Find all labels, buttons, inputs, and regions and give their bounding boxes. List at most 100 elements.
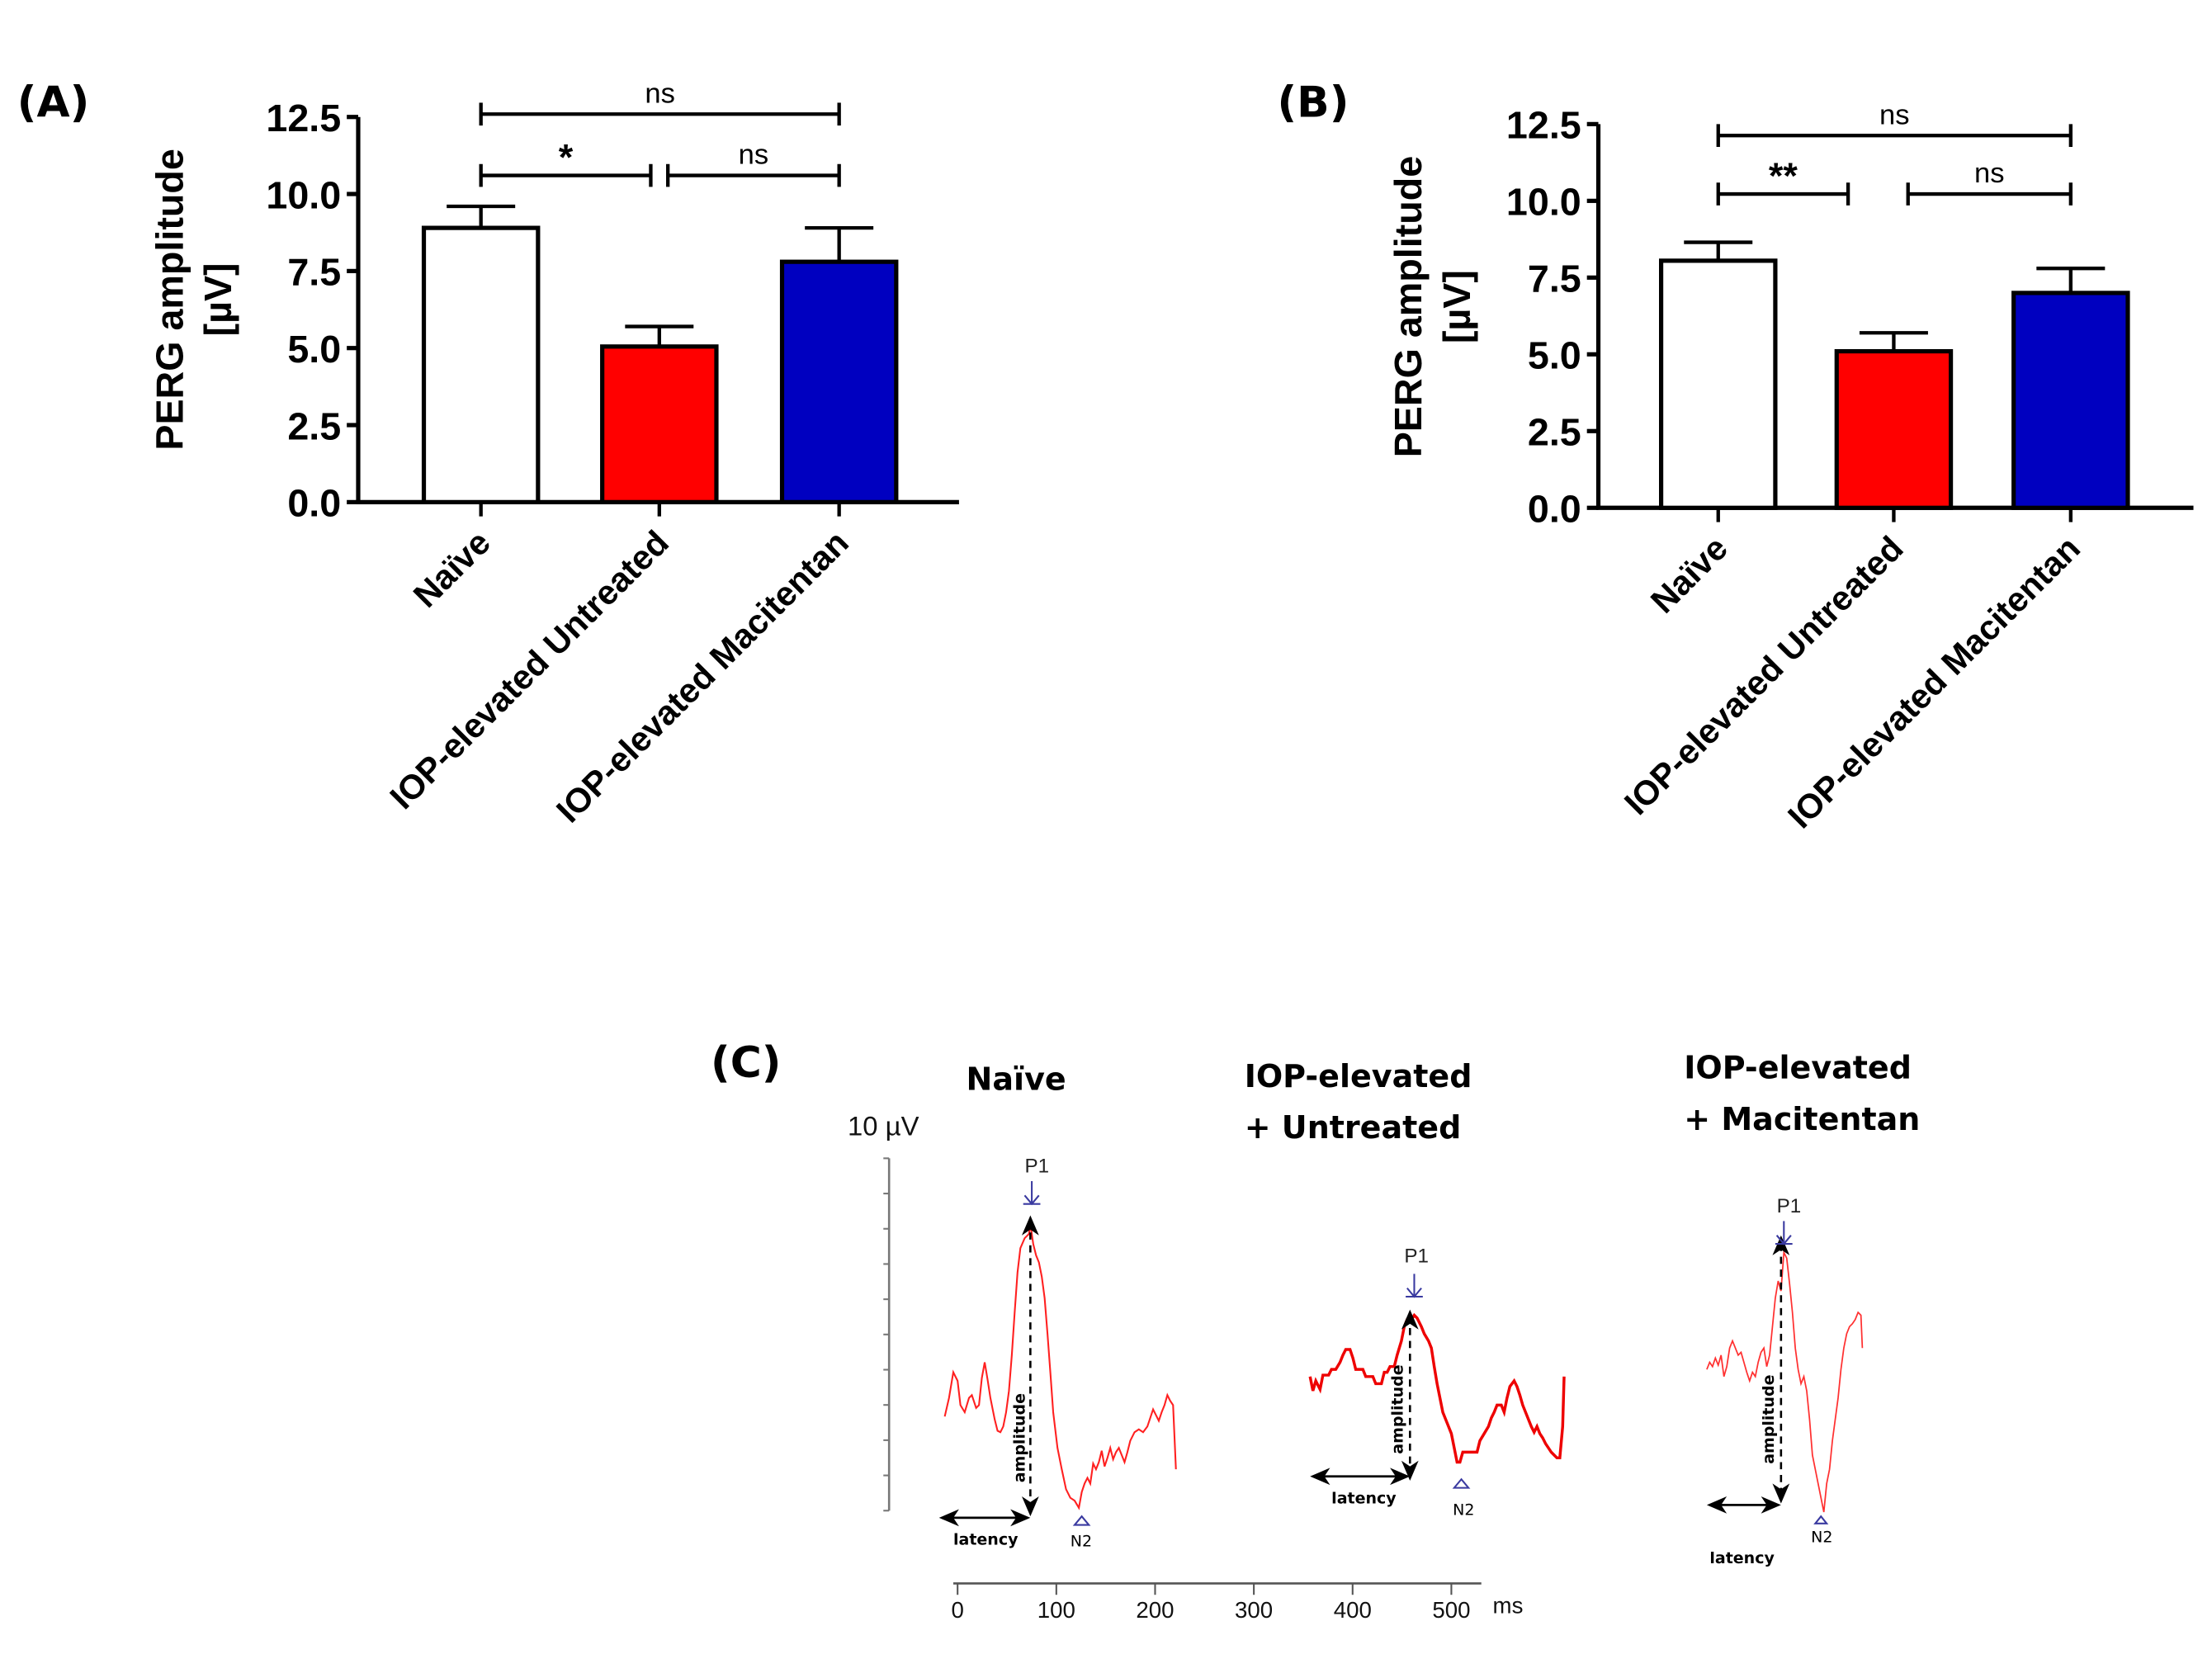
trace-naive-n2-label: N2 xyxy=(1071,1532,1092,1550)
trace-naive-p1-label: P1 xyxy=(1024,1156,1049,1178)
trace-macitentan-amplitude-arrow-down xyxy=(1772,1483,1790,1504)
trace-title-naive: Naïve xyxy=(967,1061,1066,1097)
trace-naive: amplitude latency P1 N2 xyxy=(938,1156,1177,1550)
trace-naive-amplitude-arrow-down xyxy=(1021,1496,1039,1517)
trace-naive-waveform xyxy=(943,1223,1177,1510)
y-tick-label: 7.5 xyxy=(287,251,341,294)
trace-macitentan: amplitude latency P1 N2 xyxy=(1706,1195,1864,1567)
trace-macitentan-latency-arrow-left xyxy=(1706,1496,1728,1514)
n2-marker-icon xyxy=(1072,1515,1091,1526)
trace-untreated-amplitude-arrow-up xyxy=(1401,1309,1419,1330)
trace-untreated: amplitude latency P1 N2 xyxy=(1308,1245,1566,1519)
y-tick-label: 10.0 xyxy=(266,173,341,216)
significance-label: ** xyxy=(1769,154,1798,196)
y-tick-label: 12.5 xyxy=(266,97,341,139)
y-tick-label: 0.0 xyxy=(1528,488,1581,531)
panel-b-bars xyxy=(1658,240,2130,522)
bar xyxy=(1834,348,1954,510)
trace-naive-latency-label: latency xyxy=(953,1531,1019,1549)
trace-naive-latency-arrow-left xyxy=(938,1509,959,1527)
panel-a-bar-chart: (A) PERG amplitude [µV] 0.0 2.5 5.0 7.5 10.0… xyxy=(17,78,959,830)
time-axis: 0 100 200 300 400 500 ms xyxy=(951,1582,1524,1623)
panel-a-ylabel-line1: PERG amplitude xyxy=(148,149,191,450)
n2-marker-icon xyxy=(1452,1477,1471,1489)
y-tick-label: 12.5 xyxy=(1506,104,1581,147)
y-tick-label: 5.0 xyxy=(1528,334,1581,377)
x-category-label: Naïve xyxy=(1642,528,1735,620)
x-category-label: IOP-elevated Untreated xyxy=(1617,528,1911,822)
n2-marker-icon xyxy=(1813,1515,1829,1524)
significance-label: ns xyxy=(645,78,675,109)
trace-untreated-waveform xyxy=(1308,1312,1566,1464)
trace-title-untreated-line1: IOP-elevated xyxy=(1245,1058,1472,1094)
trace-macitentan-n2-label: N2 xyxy=(1811,1528,1832,1546)
trace-title-macitentan-line2: + Macitentan xyxy=(1684,1101,1920,1137)
trace-macitentan-amplitude-arrow-up xyxy=(1772,1235,1790,1255)
trace-macitentan-waveform xyxy=(1706,1250,1864,1513)
significance-label: * xyxy=(559,136,574,178)
significance-label: ns xyxy=(1879,99,1910,130)
x-category-label: IOP-elevated Macitentan xyxy=(1780,528,2087,835)
panel-b-significance: ns ** ns xyxy=(1716,99,2073,206)
voltage-scale-label: 10 µV xyxy=(848,1111,919,1141)
bar xyxy=(1658,258,1778,510)
time-tick-label: 200 xyxy=(1136,1597,1174,1623)
trace-untreated-latency-arrow-left xyxy=(1310,1468,1331,1486)
panel-a-ylabel-line2: [µV] xyxy=(196,262,239,336)
panel-b-y-axis-title: PERG amplitude [µV] xyxy=(1387,156,1478,457)
time-tick-label: 500 xyxy=(1432,1597,1470,1623)
voltage-scale-bar xyxy=(883,1157,891,1512)
y-tick-label: 2.5 xyxy=(287,404,341,447)
bar xyxy=(2011,291,2130,510)
p1-marker-icon xyxy=(1406,1274,1423,1298)
trace-macitentan-latency-arrow-right xyxy=(1761,1496,1781,1514)
y-tick-label: 10.0 xyxy=(1506,181,1581,224)
trace-untreated-latency-arrow-right xyxy=(1390,1468,1411,1486)
x-category-label: Naïve xyxy=(405,522,498,614)
panel-b-ylabel-line1: PERG amplitude xyxy=(1387,156,1430,457)
panel-a-y-axis-title: PERG amplitude [µV] xyxy=(148,149,239,450)
panel-b-bar-chart: (B) PERG amplitude [µV] 0.0 2.5 5.0 7.5 10.0… xyxy=(1277,78,2194,835)
time-tick-label: 300 xyxy=(1235,1597,1273,1623)
bar xyxy=(421,225,541,504)
trace-title-untreated-line2: + Untreated xyxy=(1245,1109,1462,1146)
trace-title-macitentan-line1: IOP-elevated xyxy=(1684,1050,1912,1086)
trace-untreated-p1-label: P1 xyxy=(1404,1245,1429,1268)
trace-macitentan-latency-label: latency xyxy=(1709,1549,1775,1567)
time-tick-label: 0 xyxy=(951,1597,963,1623)
significance-label: ns xyxy=(1974,158,2005,189)
bar xyxy=(600,344,719,504)
trace-untreated-latency-label: latency xyxy=(1331,1490,1397,1508)
trace-untreated-amplitude-arrow-down xyxy=(1401,1460,1419,1481)
panel-b-y-ticks: 0.0 2.5 5.0 7.5 10.0 12.5 xyxy=(1506,104,1599,531)
panel-c-perg-traces: (C) Naïve IOP-elevated + Untreated IOP-e… xyxy=(711,1038,1920,1623)
trace-macitentan-amplitude-label: amplitude xyxy=(1760,1374,1778,1463)
panel-a-bars xyxy=(421,204,899,517)
panel-b-label: (B) xyxy=(1277,78,1349,128)
y-tick-label: 7.5 xyxy=(1528,258,1581,300)
trace-naive-latency-arrow-right xyxy=(1010,1509,1031,1527)
y-tick-label: 2.5 xyxy=(1528,411,1581,454)
panel-a-y-ticks: 0.0 2.5 5.0 7.5 10.0 12.5 xyxy=(266,97,358,525)
panel-a-label: (A) xyxy=(17,78,90,128)
trace-untreated-n2-label: N2 xyxy=(1453,1501,1474,1519)
trace-naive-amplitude-label: amplitude xyxy=(1010,1393,1028,1482)
y-tick-label: 5.0 xyxy=(287,328,341,371)
trace-macitentan-p1-label: P1 xyxy=(1777,1195,1802,1217)
bar xyxy=(779,259,899,504)
x-category-label: IOP-elevated Macitentan xyxy=(549,522,856,830)
time-tick-label: 400 xyxy=(1334,1597,1372,1623)
y-tick-label: 0.0 xyxy=(287,482,341,525)
trace-naive-amplitude-arrow-up xyxy=(1021,1215,1039,1236)
panel-b-ylabel-line2: [µV] xyxy=(1435,270,1478,343)
p1-marker-icon xyxy=(1023,1181,1041,1206)
panel-c-label: (C) xyxy=(711,1038,781,1088)
panel-a-significance: ns * ns xyxy=(479,78,841,187)
p1-marker-icon xyxy=(1775,1221,1793,1245)
significance-label: ns xyxy=(739,139,769,171)
time-axis-unit: ms xyxy=(1493,1593,1524,1619)
time-tick-label: 100 xyxy=(1037,1597,1075,1623)
